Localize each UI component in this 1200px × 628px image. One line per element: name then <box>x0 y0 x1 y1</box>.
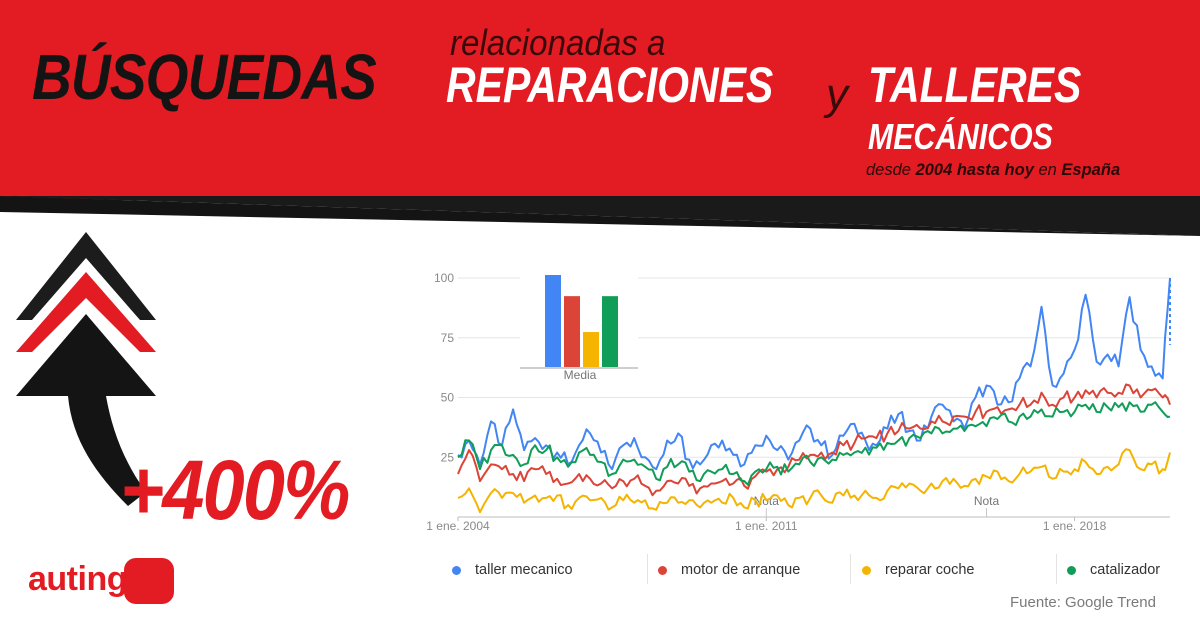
legend-dot-icon <box>658 565 667 575</box>
legend-dot-icon <box>862 565 871 575</box>
x-tick-label: 1 ene. 2004 <box>426 519 490 533</box>
title-reparaciones: REPARACIONES <box>446 57 774 113</box>
legend-item-reparar-coche[interactable]: reparar coche <box>862 552 974 588</box>
subtitle-desde: desde <box>866 161 911 179</box>
growth-arrow-icon <box>16 232 156 506</box>
legend-divider <box>647 554 648 584</box>
inset-bar <box>545 275 561 367</box>
legend-label: reparar coche <box>885 562 975 578</box>
legend-label: catalizador <box>1090 562 1161 578</box>
subtitle-years: 2004 hasta hoy <box>915 161 1034 179</box>
chart-legend: taller mecanico motor de arranque repara… <box>440 552 1200 588</box>
title-mecanicos: MECÁNICOS <box>868 116 1053 157</box>
series-line <box>457 401 1171 486</box>
series-lines <box>457 277 1171 514</box>
x-tick-label: 1 ene. 2018 <box>1043 519 1107 533</box>
header-banner <box>0 0 1200 200</box>
autingo-logo: autingo <box>20 556 176 606</box>
series-line <box>457 383 1171 497</box>
legend-item-catalizador[interactable]: catalizador <box>1067 552 1160 588</box>
legend-item-taller-mecanico[interactable]: taller mecanico <box>452 552 573 588</box>
x-tick-label: 1 ene. 2011 <box>735 519 798 533</box>
subtitle: desde 2004 hasta hoy en España <box>866 161 1120 180</box>
inset-bar <box>583 332 599 367</box>
legend-divider <box>1056 554 1057 584</box>
logo-mark-icon <box>124 558 174 604</box>
title-relacionadas: relacionadas a <box>450 22 666 63</box>
source-credit: Fuente: Google Trend <box>1010 594 1156 611</box>
subtitle-en: en <box>1038 161 1057 179</box>
title-main: BÚSQUEDAS <box>32 41 377 113</box>
series-line <box>457 448 1171 514</box>
annotation-label: Nota <box>974 494 1000 508</box>
legend-item-motor-de-arranque[interactable]: motor de arranque <box>658 552 800 588</box>
inset-bar <box>564 296 580 367</box>
series-line <box>457 277 1171 471</box>
y-tick-label: 50 <box>441 391 455 405</box>
subtitle-country: España <box>1061 161 1121 179</box>
title-talleres: TALLERES <box>868 57 1082 113</box>
x-axis-ticks: 1 ene. 2004 1 ene. 2011 1 ene. 2018 <box>426 517 1107 533</box>
legend-divider <box>850 554 851 584</box>
banner-shadow <box>0 196 1200 236</box>
y-tick-label: 100 <box>434 271 454 285</box>
legend-dot-icon <box>452 565 461 575</box>
inset-bars <box>545 275 618 367</box>
headline-percent: +400% <box>120 443 350 537</box>
title-y: y <box>826 70 848 119</box>
y-tick-label: 75 <box>441 331 455 345</box>
y-axis-ticks: 25 50 75 100 <box>434 271 454 464</box>
legend-label: taller mecanico <box>475 562 573 578</box>
inset-bar-chart: Media <box>520 272 638 382</box>
y-tick-label: 25 <box>441 450 455 464</box>
legend-label: motor de arranque <box>681 562 801 578</box>
logo-text: autingo <box>28 560 148 599</box>
legend-dot-icon <box>1067 565 1076 575</box>
inset-bar <box>602 296 618 367</box>
inset-label: Media <box>564 368 597 382</box>
logo-text-label: autingo <box>28 560 148 598</box>
